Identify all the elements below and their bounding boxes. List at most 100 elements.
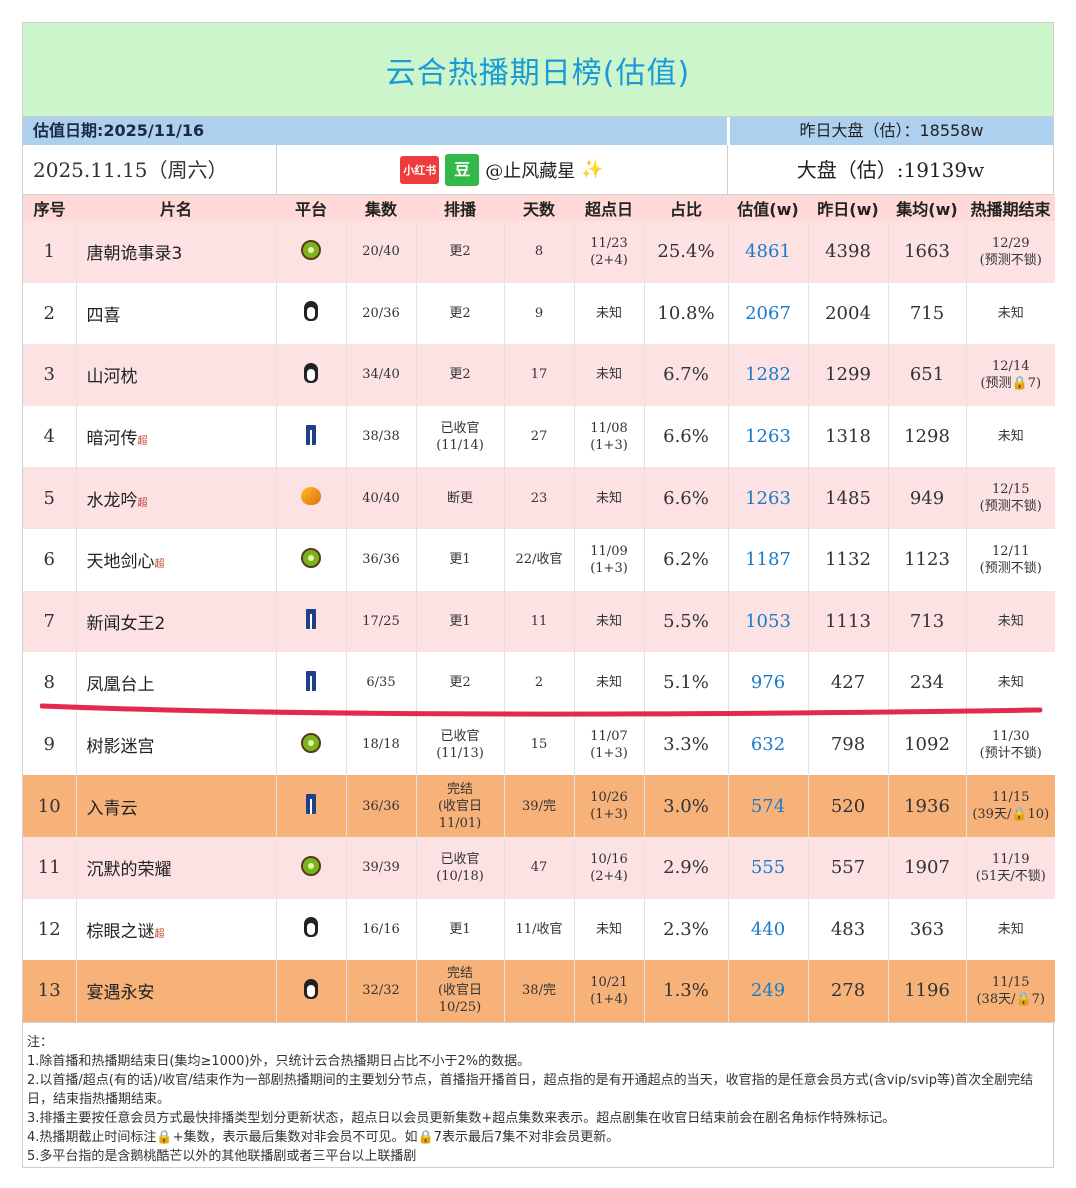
- platform-cell: [276, 528, 347, 591]
- platform-cell: [276, 221, 347, 283]
- average-cell: 651: [888, 344, 967, 406]
- average-cell: 1196: [888, 960, 967, 1022]
- schedule-cell: 完结 (收官日 11/01): [416, 775, 505, 837]
- rank-cell: 11: [23, 836, 77, 899]
- end-cell: 未知: [966, 590, 1055, 653]
- table-row: 3 山河枕 34/40 更2 17 未知 6.7% 1282 1299 651 12/14 (预测🔒…: [23, 344, 1055, 406]
- table-row: 11 沉默的荣耀 39/39 已收官 (10/18) 47 10/16 (2+4) 2.9%…: [23, 836, 1055, 899]
- jeans-icon: [306, 609, 316, 630]
- yesterday-cell: 1485: [808, 467, 889, 529]
- super-day-cell: 11/07 (1+3): [574, 713, 645, 776]
- estimate-cell: 1187: [728, 528, 809, 591]
- note-line: 3.排播主要按任意会员方式最快排播类型划分更新状态，超点日以会员更新集数+超点集…: [27, 1110, 896, 1126]
- episodes-cell: 6/35: [346, 652, 417, 714]
- end-cell: 11/30 (预计不锁): [966, 713, 1055, 776]
- platform-cell: [276, 282, 347, 345]
- table-row: 12 棕眼之谜超 16/16 更1 11/收官 未知 2.3% 440 483 363 未知: [23, 898, 1055, 961]
- share-cell: 6.6%: [644, 467, 729, 529]
- yesterday-cell: 427: [808, 652, 889, 714]
- drama-title: 暗河传: [86, 429, 138, 450]
- xiaohongshu-logo-icon: 小红书: [400, 155, 440, 184]
- rank-cell: 9: [23, 713, 77, 776]
- penguin-icon: [304, 362, 318, 383]
- info-row-1: 估值日期:2025/11/16 昨日大盘（估）：18558w: [23, 117, 1053, 145]
- table-row: 2 四喜 20/36 更2 9 未知 10.8% 2067 2004 715 未知: [23, 282, 1055, 345]
- schedule-cell: 更2: [416, 652, 505, 714]
- average-cell: 1298: [888, 405, 967, 468]
- super-day-cell: 未知: [574, 344, 645, 406]
- days-cell: 2: [504, 652, 575, 714]
- rank-cell: 5: [23, 467, 77, 529]
- share-cell: 2.9%: [644, 836, 729, 899]
- platform-cell: [276, 775, 347, 837]
- days-cell: 22/收官: [504, 528, 575, 591]
- drama-title: 入青云: [86, 798, 138, 819]
- average-cell: 949: [888, 467, 967, 529]
- table-row: 9 树影迷宫 18/18 已收官 (11/13) 15 11/07 (1+3) 3.3% 63…: [23, 713, 1055, 776]
- drama-title: 新闻女王2: [86, 613, 166, 634]
- rank-cell: 6: [23, 528, 77, 591]
- page-title: 云合热播期日榜(估值): [385, 55, 691, 91]
- estimate-cell: 976: [728, 652, 809, 714]
- days-cell: 47: [504, 836, 575, 899]
- yesterday-cell: 483: [808, 898, 889, 961]
- column-header: 估值(w): [728, 195, 808, 221]
- column-header: 平台: [276, 195, 346, 221]
- days-cell: 38/完: [504, 960, 575, 1022]
- schedule-cell: 更2: [416, 282, 505, 345]
- table-row: 5 水龙吟超 40/40 断更 23 未知 6.6% 1263 1485 949 12/15 (预测…: [23, 467, 1055, 529]
- episodes-cell: 20/40: [346, 221, 417, 283]
- super-mark: 超: [154, 559, 165, 571]
- jeans-icon: [306, 670, 316, 691]
- episodes-cell: 17/25: [346, 590, 417, 653]
- share-cell: 10.8%: [644, 282, 729, 345]
- days-cell: 23: [504, 467, 575, 529]
- rank-cell: 2: [23, 282, 77, 345]
- platform-cell: [276, 836, 347, 899]
- rank-cell: 12: [23, 898, 77, 961]
- note-line: 5.多平台指的是含鹅桃酷芒以外的其他联播剧或者三平台以上联播剧: [27, 1148, 417, 1164]
- days-cell: 15: [504, 713, 575, 776]
- yesterday-cell: 798: [808, 713, 889, 776]
- platform-cell: [276, 405, 347, 468]
- super-mark: 超: [137, 436, 148, 448]
- super-day-cell: 未知: [574, 898, 645, 961]
- average-cell: 1907: [888, 836, 967, 899]
- rank-cell: 8: [23, 652, 77, 714]
- author-handle: @止风藏星: [485, 160, 576, 182]
- share-cell: 5.1%: [644, 652, 729, 714]
- estimate-cell: 574: [728, 775, 809, 837]
- column-header: 片名: [76, 195, 276, 221]
- yesterday-cell: 520: [808, 775, 889, 837]
- report-date: 2025.11.15（周六）: [33, 158, 228, 182]
- episodes-cell: 39/39: [346, 836, 417, 899]
- platform-cell: [276, 590, 347, 653]
- rank-cell: 7: [23, 590, 77, 653]
- super-mark: 超: [154, 928, 165, 940]
- column-header: 热播期结束: [966, 195, 1055, 221]
- kiwi-icon: [301, 732, 321, 753]
- episodes-cell: 34/40: [346, 344, 417, 406]
- platform-cell: [276, 960, 347, 1022]
- estimate-cell: 1282: [728, 344, 809, 406]
- table-row: 8 凤凰台上 6/35 更2 2 未知 5.1% 976 427 234 未知: [23, 652, 1055, 714]
- table-row: 4 暗河传超 38/38 已收官 (11/14) 27 11/08 (1+3) 6.6% 12…: [23, 405, 1055, 468]
- platform-cell: [276, 652, 347, 714]
- info-row-2: 2025.11.15（周六） 小红书 豆 @止风藏星 ✨ 大盘（估）:19139…: [23, 145, 1053, 195]
- schedule-cell: 已收官 (10/18): [416, 836, 505, 899]
- days-cell: 17: [504, 344, 575, 406]
- column-header: 天数: [504, 195, 574, 221]
- mango-icon: [301, 487, 321, 506]
- ranking-card: 云合热播期日榜(估值) 估值日期:2025/11/16 昨日大盘（估）：1855…: [22, 22, 1055, 1168]
- title-cell: 暗河传超: [76, 405, 277, 468]
- title-cell: 新闻女王2: [76, 590, 277, 653]
- column-header: 昨日(w): [808, 195, 888, 221]
- episodes-cell: 40/40: [346, 467, 417, 529]
- yesterday-market: 昨日大盘（估）：18558w: [727, 117, 1053, 145]
- title-cell: 棕眼之谜超: [76, 898, 277, 961]
- title-cell: 水龙吟超: [76, 467, 277, 529]
- estimate-cell: 1263: [728, 405, 809, 468]
- drama-title: 水龙吟: [86, 490, 138, 511]
- note-line: 注：: [27, 1034, 54, 1050]
